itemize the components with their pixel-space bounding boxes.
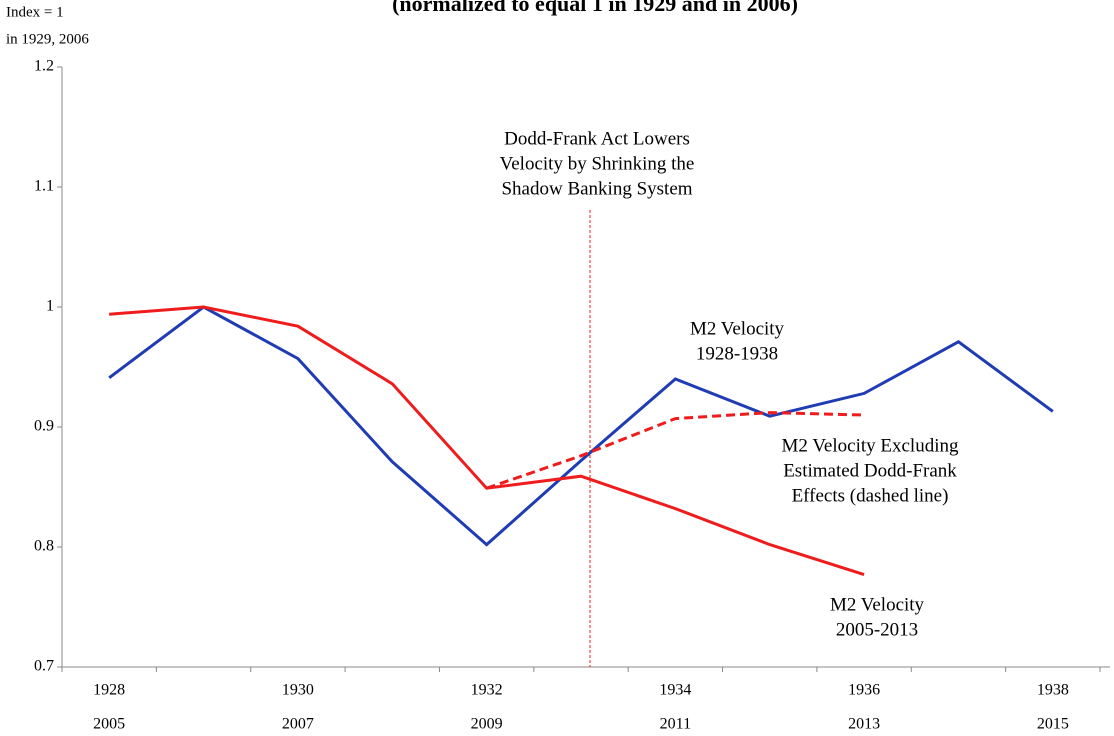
x-tick-label: 1930 <box>282 682 314 699</box>
x-tick-label: 1932 <box>471 682 503 699</box>
annotation: 1928-1938 <box>696 343 778 364</box>
series-line <box>108 305 1054 547</box>
x-tick-label: 1928 <box>93 682 125 699</box>
annotation: Estimated Dodd-Frank <box>783 460 957 481</box>
annotation: M2 Velocity <box>830 594 925 615</box>
y-tick-label: 1.2 <box>34 58 54 75</box>
annotation: Velocity by Shrinking the <box>500 153 695 174</box>
y-tick-label: 1.1 <box>34 178 54 195</box>
x-tick-label: 1934 <box>659 682 691 699</box>
series-line <box>109 305 865 577</box>
y-axis-label: in 1929, 2006 <box>6 31 89 47</box>
annotation: M2 Velocity <box>690 318 785 339</box>
annotation: M2 Velocity Excluding <box>782 435 959 456</box>
x-tick-label-2: 2011 <box>660 716 691 733</box>
y-tick-label: 0.8 <box>34 538 54 555</box>
y-tick-label: 0.7 <box>34 658 54 675</box>
x-tick-label-2: 2015 <box>1037 716 1069 733</box>
chart-title: (normalized to equal 1 in 1929 and in 20… <box>392 0 798 16</box>
x-tick-label-2: 2013 <box>848 716 880 733</box>
y-tick-label: 0.9 <box>34 418 54 435</box>
x-tick-label-2: 2005 <box>93 716 125 733</box>
x-tick-label-2: 2007 <box>282 716 314 733</box>
annotation: Shadow Banking System <box>501 178 692 199</box>
annotation: Dodd-Frank Act Lowers <box>504 128 690 149</box>
y-tick-label: 1 <box>46 298 54 315</box>
x-tick-label-2: 2009 <box>471 716 503 733</box>
x-tick-label: 1938 <box>1037 682 1069 699</box>
series-line <box>486 411 865 490</box>
x-tick-label: 1936 <box>848 682 880 699</box>
annotation: 2005-2013 <box>836 619 918 640</box>
annotation: Effects (dashed line) <box>792 485 949 506</box>
y-axis-label: Index = 1 <box>6 4 64 20</box>
